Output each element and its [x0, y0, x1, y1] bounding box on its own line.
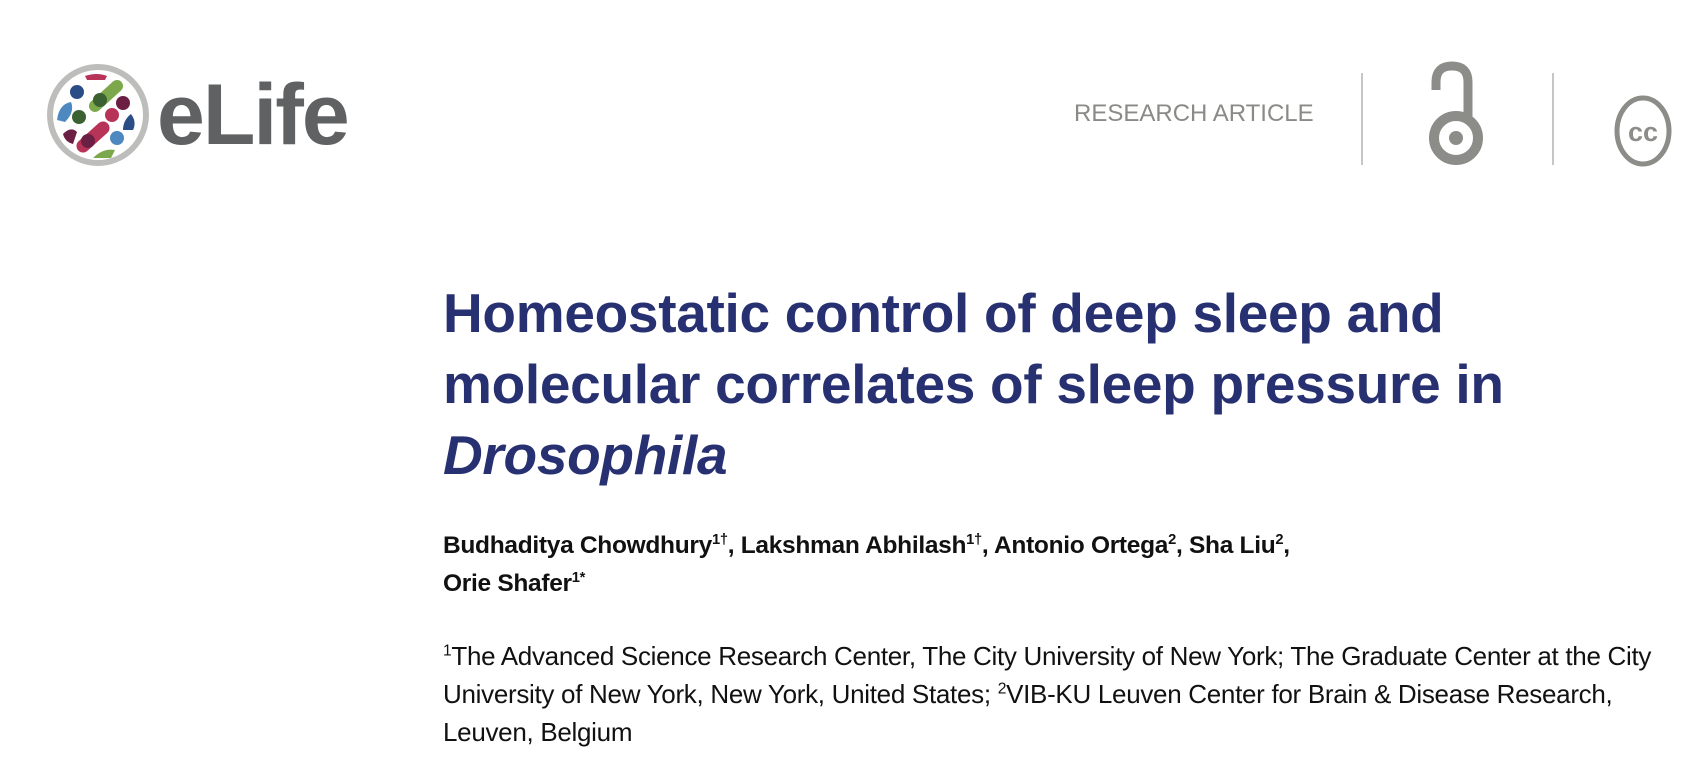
elife-logo-icon — [47, 64, 149, 166]
creative-commons-icon[interactable]: cc — [1614, 93, 1674, 174]
divider — [1361, 73, 1363, 165]
open-access-icon[interactable] — [1428, 60, 1488, 177]
article-title: Homeostatic control of deep sleep and mo… — [443, 278, 1663, 491]
affiliation: The Advanced Science Research Center, Th… — [443, 641, 1652, 709]
elife-wordmark: eLife — [157, 67, 350, 163]
author[interactable]: Sha Liu2 — [1189, 531, 1284, 559]
author[interactable]: Antonio Ortega2 — [994, 531, 1176, 559]
author[interactable]: Lakshman Abhilash1† — [740, 531, 982, 559]
title-italic-text: Drosophila — [443, 424, 728, 486]
article-type: RESEARCH ARTICLE — [1074, 100, 1314, 127]
author[interactable]: Budhaditya Chowdhury1† — [443, 531, 728, 559]
cc-icon-text: cc — [1628, 117, 1658, 147]
author-list: Budhaditya Chowdhury1†, Lakshman Abhilas… — [443, 531, 1290, 597]
affiliations: 1The Advanced Science Research Center, T… — [443, 641, 1652, 747]
affiliation: VIB-KU Leuven Center for Brain & Disease… — [443, 679, 1613, 747]
title-text: Homeostatic control of deep sleep and mo… — [443, 282, 1504, 415]
author[interactable]: Orie Shafer1* — [443, 569, 586, 597]
divider — [1552, 73, 1554, 165]
elife-logo[interactable]: eLife — [45, 62, 355, 168]
